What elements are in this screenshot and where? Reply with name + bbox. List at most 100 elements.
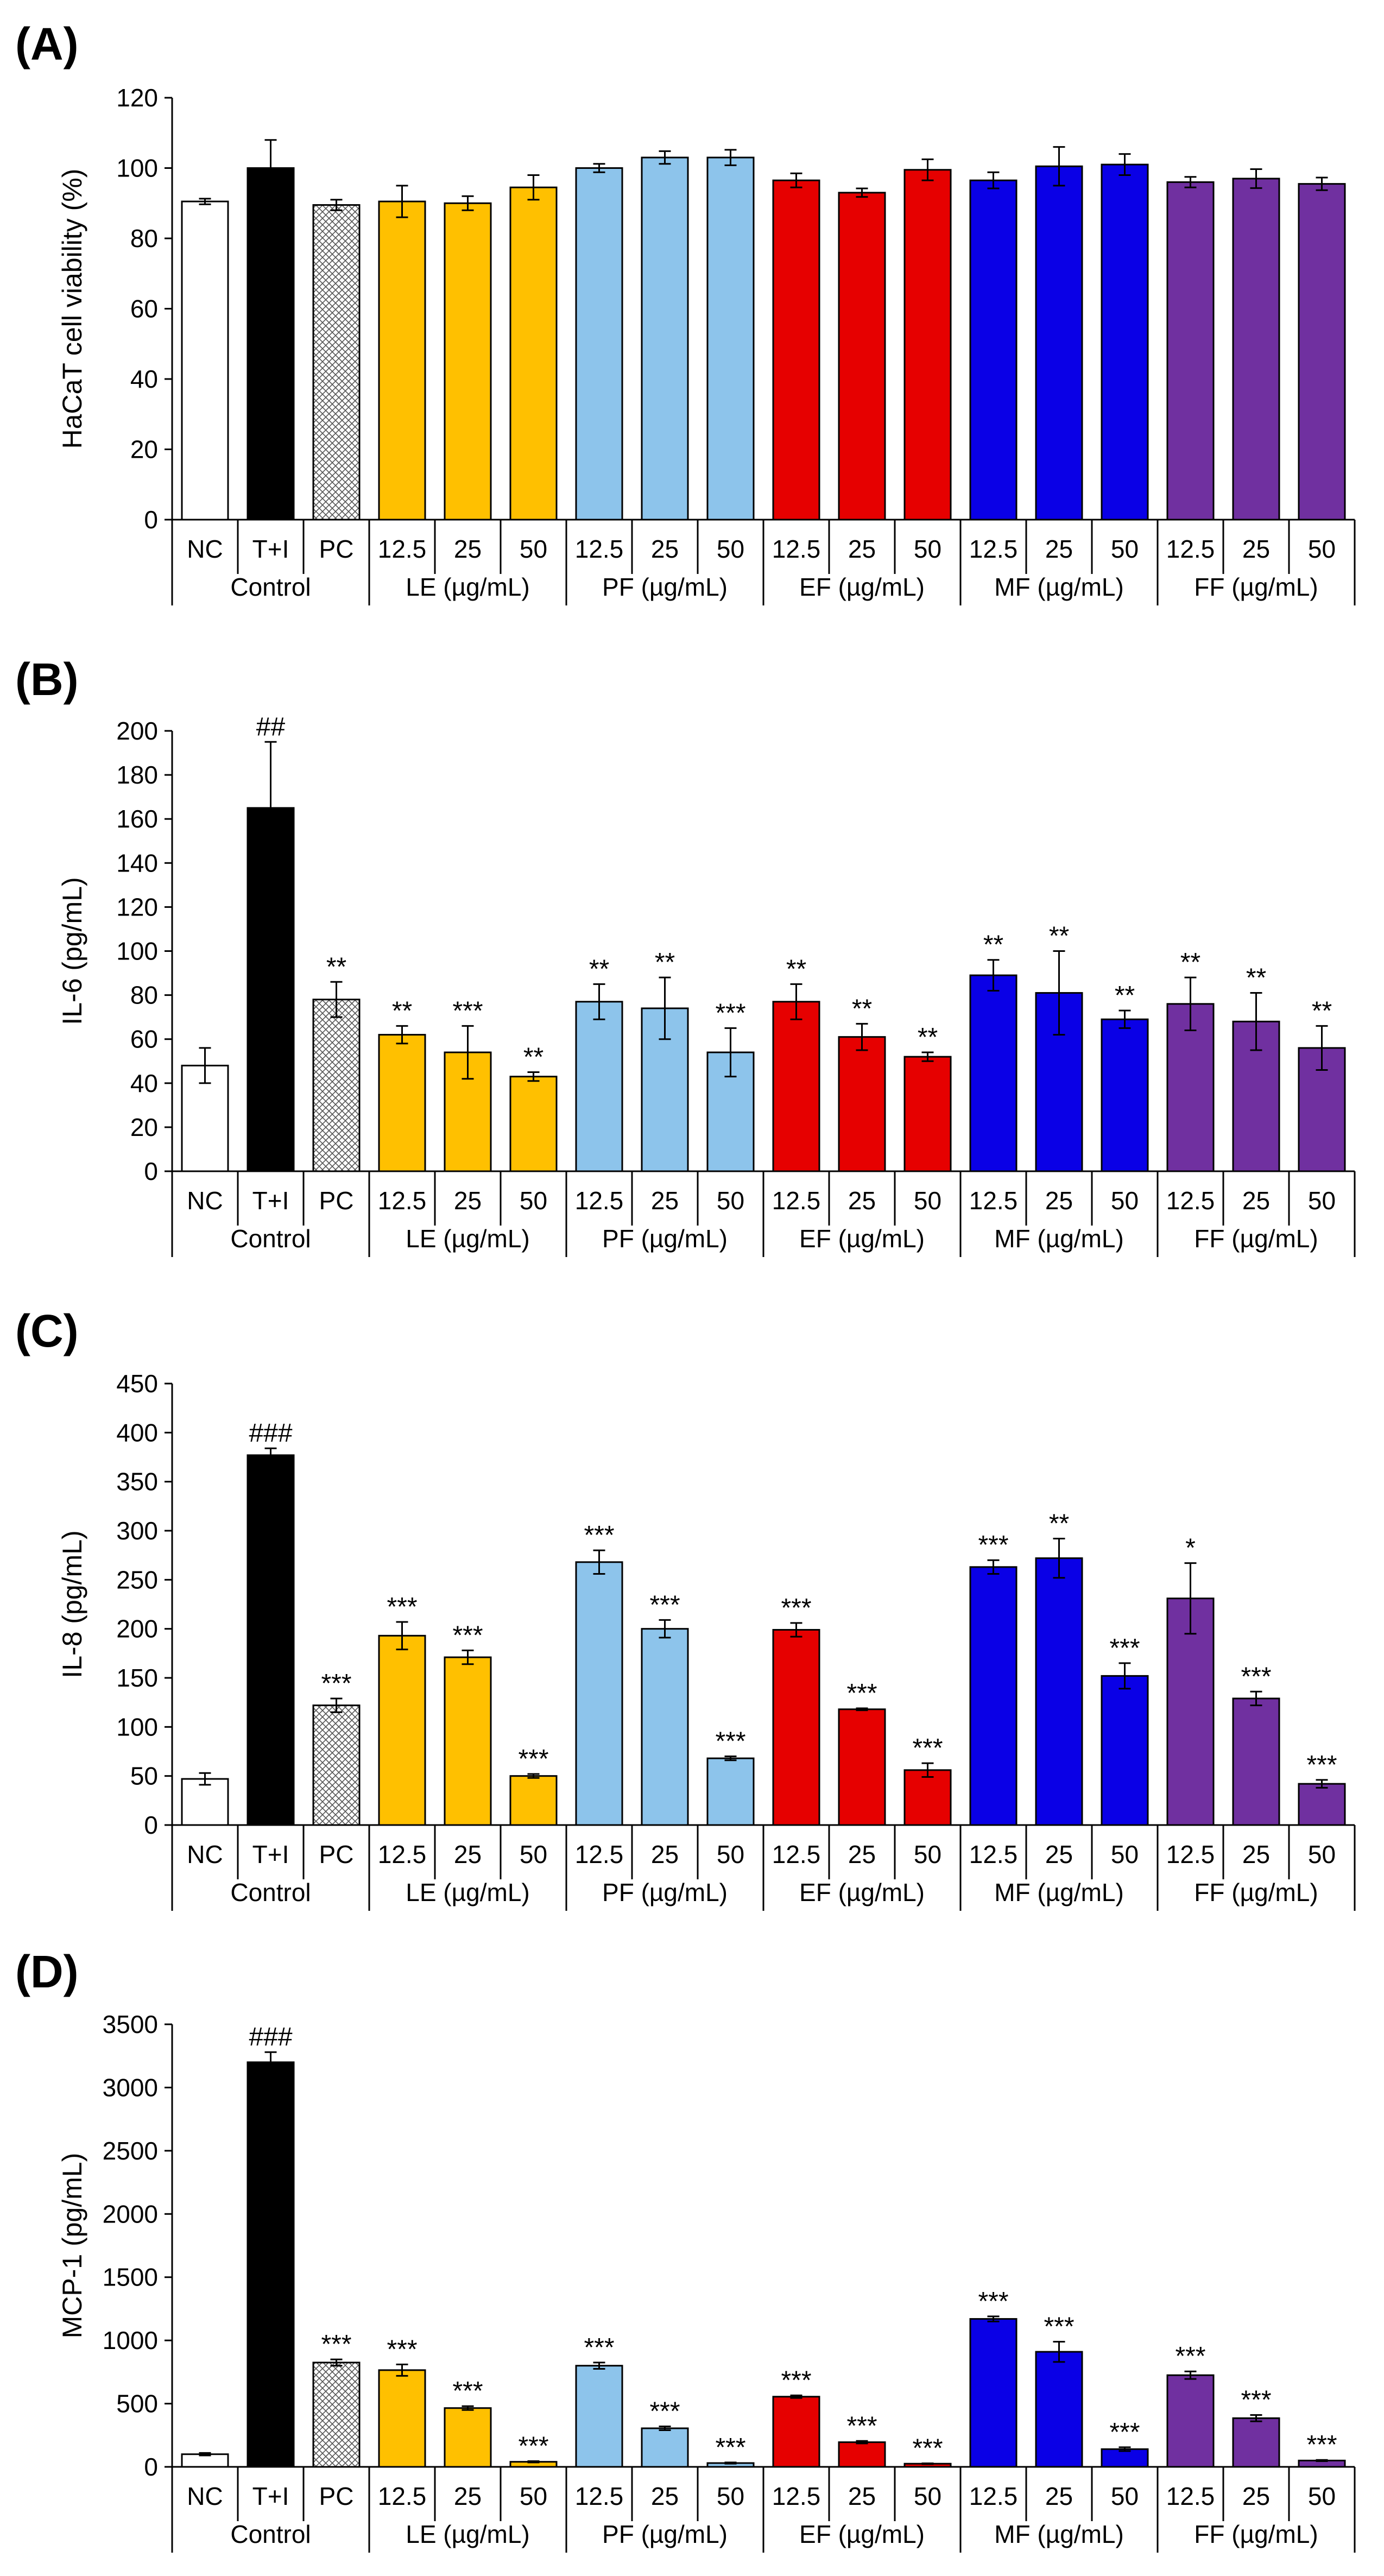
error-bar-17	[1316, 1025, 1328, 1071]
bar-1	[247, 1454, 295, 1826]
panel-label: (B)	[15, 654, 79, 705]
significance-label-5: **	[523, 1043, 544, 1072]
chart-panel-0: (A) 0 20 40 60 80 100 120 HaCaT cell viability (…	[15, 18, 1356, 605]
significance-label-15: **	[1180, 948, 1200, 977]
y-tick-label: 3500	[103, 2010, 158, 2038]
panel-label: (A)	[15, 18, 79, 70]
significance-label-12: ***	[978, 2287, 1008, 2316]
x-tick-label-13: 25	[1045, 2482, 1073, 2510]
error-bar-12	[987, 1559, 1000, 1575]
y-tick-label: 0	[144, 1157, 158, 1185]
y-tick-label: 2500	[103, 2137, 158, 2165]
x-tick-label-5: 50	[520, 2482, 547, 2510]
x-tick-label-17: 50	[1308, 1840, 1336, 1868]
y-tick-label: 350	[116, 1468, 158, 1496]
x-tick-label-16: 25	[1242, 2482, 1270, 2510]
error-bar-12	[987, 2315, 1000, 2322]
significance-label-13: ***	[1044, 2312, 1074, 2341]
group-label-4: MF (µg/mL)	[994, 1224, 1124, 1253]
x-tick-label-0: NC	[187, 2482, 223, 2510]
panel-label: (D)	[15, 1946, 79, 1997]
y-tick-label: 40	[130, 365, 158, 393]
x-tick-label-9: 12.5	[772, 1840, 821, 1868]
bar-0	[181, 200, 229, 521]
error-bar-11	[921, 1762, 934, 1778]
bar-1	[247, 167, 295, 521]
y-tick-label: 2000	[103, 2200, 158, 2228]
x-tick-label-14: 50	[1111, 2482, 1139, 2510]
bar-17	[1298, 183, 1346, 521]
bar-6	[575, 167, 623, 521]
x-tick-label-2: PC	[319, 2482, 354, 2510]
error-bar-10	[856, 2440, 868, 2445]
bar-13	[1035, 165, 1083, 521]
bar-13	[1035, 2351, 1083, 2468]
error-bar-9	[790, 1622, 802, 1638]
x-tick-label-1: T+I	[252, 2482, 289, 2510]
significance-label-1: ###	[249, 1419, 292, 1448]
bar-4	[444, 2407, 492, 2468]
error-bar-2	[330, 2358, 343, 2367]
bar-16	[1232, 1697, 1280, 1826]
group-label-3: EF (µg/mL)	[799, 1878, 925, 1906]
significance-label-16: **	[1246, 964, 1266, 993]
error-bar-3	[396, 1025, 408, 1045]
significance-label-2: ***	[321, 2330, 351, 2359]
significance-label-4: ***	[452, 996, 483, 1025]
significance-label-12: ***	[978, 1531, 1008, 1560]
x-tick-label-13: 25	[1045, 1840, 1073, 1868]
x-tick-label-12: 12.5	[969, 535, 1018, 563]
x-tick-label-5: 50	[520, 535, 547, 563]
group-label-2: PF (µg/mL)	[602, 573, 728, 601]
x-tick-label-10: 25	[848, 535, 876, 563]
bar-12	[969, 179, 1018, 521]
significance-label-7: ***	[649, 1590, 680, 1619]
y-tick-label: 300	[116, 1517, 158, 1545]
x-tick-label-0: NC	[187, 1840, 223, 1868]
significance-label-4: ***	[452, 1621, 483, 1650]
bar-3	[378, 1034, 426, 1172]
bar-14	[1101, 163, 1149, 521]
x-tick-label-3: 12.5	[378, 1186, 427, 1215]
bar-10	[838, 1036, 886, 1172]
y-tick-label: 60	[130, 1025, 158, 1053]
significance-label-1: ##	[256, 712, 286, 741]
error-bar-4	[462, 1649, 474, 1665]
x-tick-label-5: 50	[520, 1186, 547, 1215]
error-bar-13	[1053, 950, 1065, 1036]
error-bar-8	[724, 1027, 737, 1078]
x-tick-label-11: 50	[914, 535, 941, 563]
bar-3	[378, 2369, 426, 2468]
group-label-0: Control	[230, 1878, 311, 1906]
y-tick-label: 40	[130, 1069, 158, 1097]
error-bar-1	[264, 139, 277, 197]
error-bar-9	[790, 983, 802, 1020]
error-bar-4	[462, 2405, 474, 2411]
x-tick-label-7: 25	[651, 1186, 679, 1215]
error-bar-17	[1316, 176, 1328, 191]
y-tick-label: 80	[130, 981, 158, 1009]
error-bar-6	[593, 163, 605, 173]
significance-label-17: ***	[1306, 2430, 1337, 2459]
significance-label-7: **	[655, 948, 675, 977]
x-tick-label-16: 25	[1242, 1186, 1270, 1215]
y-axis-title: MCP-1 (pg/mL)	[57, 2153, 87, 2339]
bar-7	[641, 156, 689, 521]
significance-label-14: **	[1115, 981, 1135, 1010]
bar-14	[1101, 1018, 1149, 1172]
bar-14	[1101, 1675, 1149, 1826]
x-tick-label-10: 25	[848, 1840, 876, 1868]
y-tick-label: 140	[116, 849, 158, 877]
group-label-3: EF (µg/mL)	[799, 2520, 925, 2548]
error-bar-5	[527, 1773, 540, 1779]
y-tick-label: 200	[116, 717, 158, 745]
group-label-5: FF (µg/mL)	[1194, 1878, 1318, 1906]
x-tick-label-6: 12.5	[575, 1840, 624, 1868]
y-tick-label: 1500	[103, 2263, 158, 2291]
y-axis-title: IL-8 (pg/mL)	[57, 1530, 87, 1678]
x-tick-label-4: 25	[454, 1186, 482, 1215]
error-bar-6	[593, 1549, 605, 1575]
error-bar-14	[1118, 1009, 1131, 1029]
x-tick-label-17: 50	[1308, 2482, 1336, 2510]
x-tick-label-17: 50	[1308, 535, 1336, 563]
